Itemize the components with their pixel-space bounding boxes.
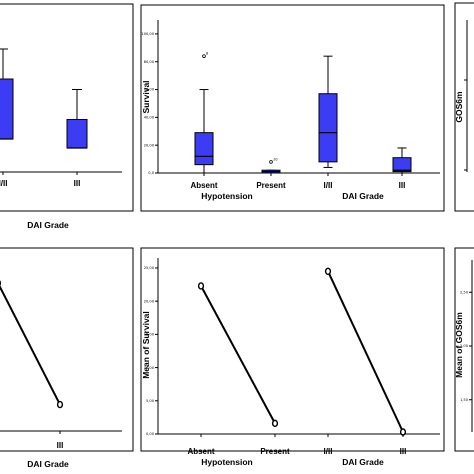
panel-top-left: I/II III DAI Grade [0,3,134,230]
category-labels: Absent Present I/II III [187,434,406,456]
y-axis-label: GOS6m [454,91,464,123]
box-iqr [392,157,412,173]
x-tick-label: I/II [324,181,333,190]
panel-bottom-middle: 0,00 5,00 10,00 15,00 20,00 25,00 Absent Prese… [140,247,445,467]
y-tick-label: 10,00 [144,366,155,370]
panel-bottom-right: 2,50 2,00 1,50 Mean of GOS6m [454,247,474,452]
panel-frame [140,247,445,452]
mean-point [56,400,64,409]
y-ticks: 0,00 5,00 10,00 15,00 20,00 25,00 [144,266,158,436]
y-ticks: 2,50 2,00 1,50 [460,290,472,402]
y-tick-label: 15,00 [144,333,155,337]
y-tick-label: 0,00 [146,432,155,436]
panel-top-middle: 0,0 20,00 40,00 60,00 80,00 100,00 8 10 Absent… [140,4,445,212]
x-tick-label: I/II [324,447,333,456]
y-tick-label: 1,50 [460,398,469,402]
x-tick-label: III [399,181,406,190]
y-ticks: 0,0 20,00 40,00 60,00 80,00 100,00 [141,32,158,175]
x-tick-label: III [74,179,81,188]
mean-line-group [0,280,64,409]
y-tick-label: 20,00 [144,299,155,303]
y-tick-label: 5,00 [146,399,155,403]
y-tick-label: 20,00 [144,143,155,147]
panel-bottom-left: III DAI Grade [0,247,134,469]
y-tick-label: 0,0 [148,171,154,175]
x-axis-label: DAI Grade [27,220,69,230]
y-tick-label: 25,00 [144,266,155,270]
x-tick-label: III [400,447,407,456]
x-tick-label: Absent [190,181,217,190]
x-axis-label: DAI Grade [27,459,69,469]
y-axis-label: Mean of Survival [141,311,151,379]
category-labels: Absent Present I/II III [190,173,405,190]
y-axis-label: Survival [141,80,151,113]
x-tick-label: III [57,441,64,450]
mean-line [327,270,404,433]
mean-line [0,284,61,406]
mean-point [324,267,332,275]
group-label-hypotension: Hypotension [201,457,252,467]
group-label-dai-grade: DAI Grade [342,191,384,201]
y-axis-label: Mean of GOS6m [454,312,464,378]
box-iqr [66,119,88,149]
group-label-dai-grade: DAI Grade [342,457,384,467]
y-tick-label: 100,00 [141,32,154,36]
outlier-label: 10 [273,157,278,161]
x-tick-label: Absent [187,447,214,456]
y-tick-label: 40,00 [144,116,155,120]
box-iqr [0,78,14,140]
box-group [0,48,88,149]
box-iqr [194,132,214,166]
panel-top-right: GOS6m [454,2,474,212]
mean-line-group [197,267,407,436]
category-labels: III [57,431,64,450]
box-iqr [318,93,338,163]
category-labels: I/II III [0,172,80,188]
x-tick-label: I/II [0,179,7,188]
mean-point [271,419,279,428]
panel-frame [0,247,134,452]
group-label-hypotension: Hypotension [201,191,252,201]
y-tick-label: 80,00 [144,60,155,64]
y-tick-label: 2,00 [460,344,469,348]
panel-frame [0,3,134,212]
mean-line [200,285,276,424]
x-tick-label: Present [260,447,290,456]
outlier-point [202,54,206,58]
outlier-point [269,160,273,164]
y-tick-label: 60,00 [144,88,155,92]
outlier-label: 8 [206,52,209,56]
box-group [194,55,412,174]
mean-point [197,282,205,290]
x-tick-label: Present [256,181,286,190]
y-tick-label: 2,50 [460,290,469,294]
outlier-group: 8 10 [202,52,278,164]
panel-frame [140,4,445,212]
panel-frame [454,2,474,212]
